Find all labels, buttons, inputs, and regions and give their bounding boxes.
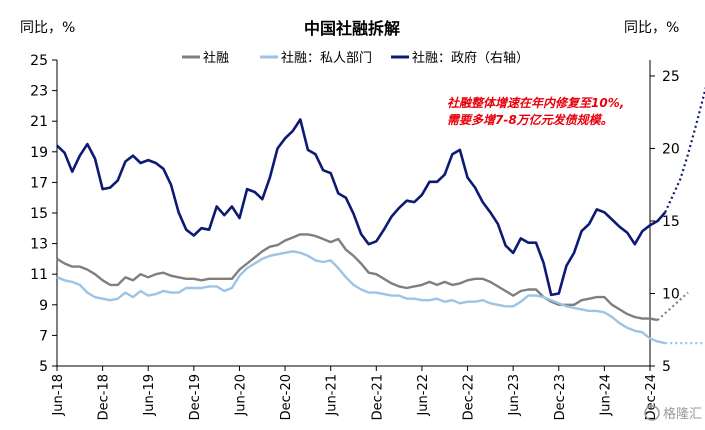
x-tick-label: Dec-22 [462,374,477,420]
left-tick-label: 5 [39,359,48,375]
left-tick-label: 11 [30,267,48,283]
x-tick-label: Jun-18 [51,374,66,417]
x-tick-label: Jun-23 [507,374,522,417]
chart-title: 中国社融拆解 [304,19,400,38]
left-tick-label: 13 [30,237,48,253]
annotation-line-1: 社融整体增速在年内修复至10%, [447,96,624,110]
x-tick-label: Dec-23 [553,374,568,420]
watermark-text: 格隆汇 [663,406,702,422]
x-tick-label: Dec-24 [644,374,659,420]
left-tick-label: 25 [30,53,48,69]
x-ticks: Jun-18 Dec-18 Jun-19 Dec-19 Jun-20 Dec-20 Jun-… [51,366,659,420]
left-tick-label: 7 [39,328,48,344]
x-tick-label: Jun-19 [142,374,157,417]
right-tick-label: 10 [662,286,680,302]
left-tick-label: 19 [30,145,48,161]
right-tick-label: 25 [662,69,680,85]
left-axis-unit: 同比，% [20,20,75,36]
legend-label-2: 社融：政府（右轴） [412,50,529,66]
legend: 社融 社融：私人部门 社融：政府（右轴） [182,50,529,66]
series-projection-0 [656,291,689,321]
x-tick-label: Jun-20 [233,374,248,417]
right-y-ticks: 5 10 15 20 25 [650,69,680,375]
series-layer [56,86,705,345]
legend-label-1: 社融：私人部门 [281,50,372,66]
x-tick-label: Jun-22 [416,374,431,417]
right-tick-label: 20 [662,141,680,157]
left-y-ticks: 5 7 9 11 13 15 17 19 21 23 25 [30,53,57,375]
watermark-logo-icon [644,405,660,421]
annotation-line-2: 需要多增7-8万亿元发债规模。 [447,113,613,127]
series-line-2 [56,118,667,297]
x-tick-label: Jun-21 [325,374,340,417]
series-projection-2 [664,86,705,213]
watermark: 格隆汇 [644,405,702,422]
left-tick-label: 23 [30,84,48,100]
x-tick-label: Dec-19 [188,374,203,420]
right-tick-label: 5 [662,359,671,375]
x-tick-label: Dec-21 [370,374,385,420]
left-tick-label: 15 [30,206,48,222]
left-tick-label: 17 [30,175,48,191]
series-line-0 [56,233,658,322]
right-axis-unit: 同比，% [624,20,679,36]
x-tick-label: Jun-24 [598,374,613,417]
left-tick-label: 21 [30,114,48,130]
right-tick-label: 15 [662,214,680,230]
x-tick-label: Dec-20 [279,374,294,420]
x-tick-label: Dec-18 [97,374,112,420]
legend-label-0: 社融 [203,50,229,66]
left-tick-label: 9 [39,298,48,314]
series-line-1 [56,250,666,345]
